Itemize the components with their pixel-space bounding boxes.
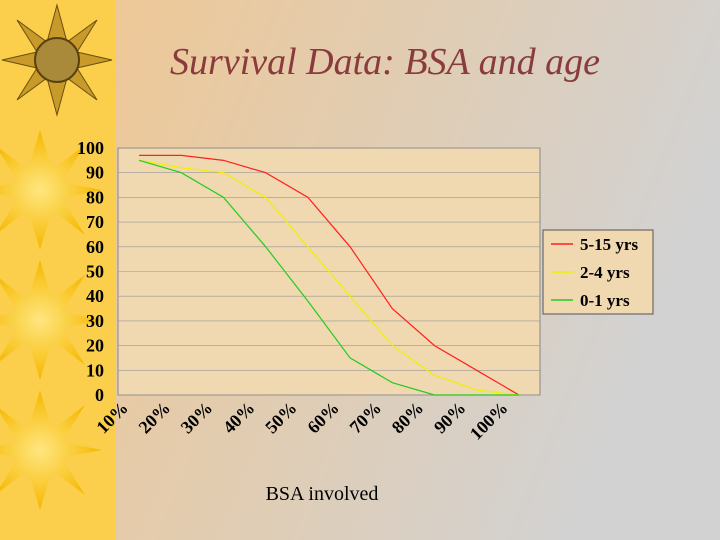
- legend-label: 0-1 yrs: [580, 291, 630, 310]
- x-axis-label: BSA involved: [266, 483, 379, 505]
- y-tick-label: 90: [86, 163, 104, 183]
- y-tick-label: 70: [86, 212, 104, 232]
- y-tick-label: 20: [86, 336, 104, 356]
- legend-label: 5-15 yrs: [580, 235, 638, 254]
- y-tick-label: 30: [86, 311, 104, 331]
- y-tick-label: 80: [86, 187, 104, 207]
- chart-title: Survival Data: BSA and age: [170, 41, 600, 83]
- y-tick-label: 0: [95, 385, 104, 405]
- sun-decorations: [0, 3, 113, 510]
- legend-label: 2-4 yrs: [580, 263, 630, 282]
- series-line: [138, 159, 519, 396]
- y-tick-label: 60: [86, 237, 104, 257]
- y-tick-label: 10: [86, 360, 104, 380]
- y-tick-label: 50: [86, 262, 104, 282]
- series-line: [139, 154, 520, 396]
- y-tick-label: 100: [77, 138, 104, 158]
- series-line: [138, 159, 519, 396]
- y-tick-label: 40: [86, 286, 104, 306]
